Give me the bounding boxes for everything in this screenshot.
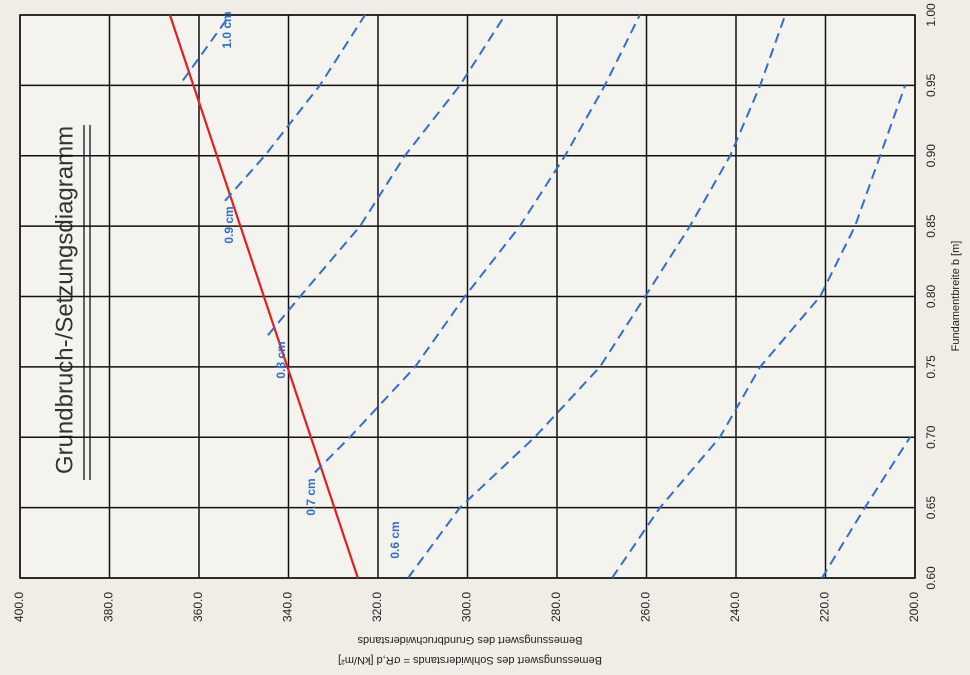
series-line [267,14,506,336]
series-line [821,436,911,579]
series-label: 0.9 cm [222,206,236,243]
x-tick-label: 0.75 [924,355,938,379]
y-tick-label: 260.0 [639,592,653,622]
series-label: 1.0 cm [220,11,234,48]
series-line [611,85,907,579]
y-axis-label-2: Bemessungswert des Grundbruchwiderstands [357,634,583,646]
series-line [182,14,231,82]
x-axis-label: Fundamentbreite b [m] [950,241,962,352]
series-line [224,14,366,202]
x-tick-label: 1.00 [924,3,938,27]
y-tick-label: 220.0 [818,592,832,622]
x-tick-label: 0.95 [924,73,938,97]
series-label: 0.6 cm [388,521,402,558]
y-tick-label: 380.0 [102,592,116,622]
y-tick-label: 280.0 [549,592,563,622]
x-tick-label: 0.85 [924,214,938,238]
series-label: 0.8 cm [274,341,288,378]
x-tick-label: 0.90 [924,144,938,168]
x-tick-label: 0.65 [924,496,938,520]
series-line [314,14,641,474]
y-tick-label: 240.0 [728,592,742,622]
y-tick-label: 340.0 [281,592,295,622]
y-tick-label: 320.0 [370,592,384,622]
x-tick-label: 0.70 [924,425,938,449]
series-label: 0.7 cm [304,478,318,515]
y-axis-label: Bemessungswert des Sohlwiderstands = σR,… [338,654,602,666]
y-tick-label: 300.0 [460,592,474,622]
chart-title: Grundbruch-/Setzungsdiagramm [51,126,78,474]
series-line [407,14,787,579]
x-tick-label: 0.60 [924,566,938,590]
series-line [168,14,359,579]
x-tick-label: 0.80 [924,284,938,308]
y-tick-label: 400.0 [12,592,26,622]
y-tick-label: 360.0 [191,592,205,622]
y-tick-label: 200.0 [907,592,921,622]
